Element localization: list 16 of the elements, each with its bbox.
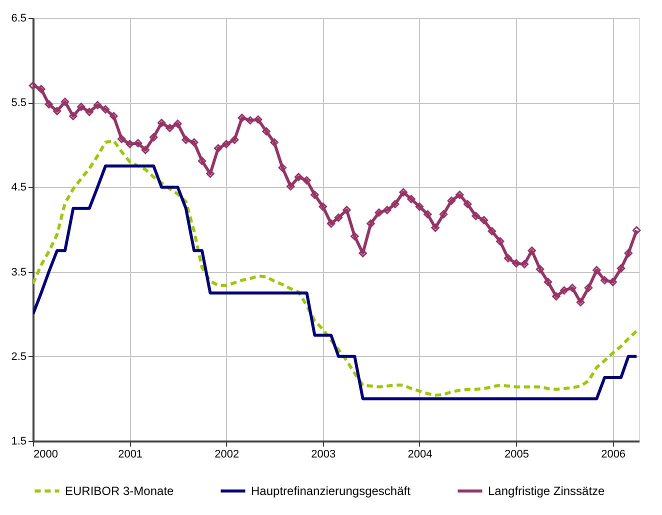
x-tick-label: 2002: [214, 448, 240, 460]
x-tick-label: 2005: [504, 448, 530, 460]
y-tick-label: 2.5: [11, 350, 26, 363]
y-tick-label: 4.5: [11, 182, 26, 194]
x-tick-label: 2006: [601, 448, 626, 460]
legend-label: Langfristige Zinssätze: [488, 484, 606, 498]
x-tick-label: 2003: [311, 448, 336, 460]
y-tick-label: 5.5: [11, 97, 26, 110]
y-tick-label: 6.5: [11, 12, 26, 24]
x-tick-label: 2001: [118, 448, 143, 460]
x-tick-label: 2000: [34, 448, 58, 460]
x-tick-label: 2004: [408, 448, 432, 460]
y-tick-label: 3.5: [11, 266, 26, 278]
y-tick-label: 1.5: [11, 436, 26, 448]
legend-label: EURIBOR 3-Monate: [65, 484, 174, 498]
legend-label: Hauptrefinanzierungsgeschäft: [251, 484, 412, 498]
